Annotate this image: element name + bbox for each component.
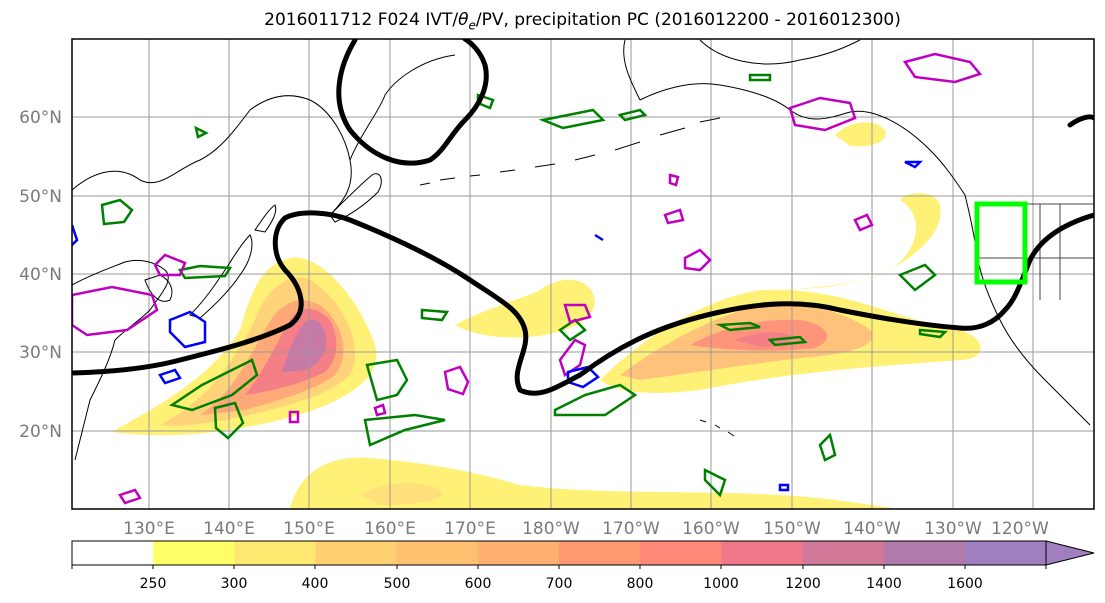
lon-label: 130°W [924, 519, 982, 539]
lat-label: 40°N [19, 265, 62, 285]
lat-label: 20°N [19, 422, 62, 442]
colorbar-tick-label: 400 [302, 576, 329, 592]
lat-label: 60°N [19, 108, 62, 128]
figure-title: 2016011712 F024 IVT/θe/PV, precipitation… [264, 10, 901, 33]
lon-label: 150°W [763, 519, 821, 539]
colorbar-segment [802, 541, 885, 565]
colorbar-tick-label: 500 [384, 576, 411, 592]
colorbar-segment [72, 541, 154, 565]
target-region-box [974, 201, 1028, 285]
coastlines [72, 39, 1094, 461]
lon-label: 140°E [203, 519, 255, 539]
colorbar-tick-label: 1200 [785, 576, 821, 592]
pv-contours [72, 39, 1094, 396]
lat-label: 50°N [19, 187, 62, 207]
colorbar-tick-label: 1000 [703, 576, 739, 592]
colorbar-tick-label: 600 [465, 576, 492, 592]
lon-label: 160°W [682, 519, 740, 539]
map-frame [71, 38, 1095, 510]
latitude-labels: 60°N 50°N 40°N 30°N 20°N [19, 108, 62, 442]
lon-label: 170°E [444, 519, 496, 539]
colorbar-tick-label: 300 [221, 576, 248, 592]
lon-label: 130°E [123, 519, 175, 539]
colorbar-segment [315, 541, 398, 565]
colorbar-segment [721, 541, 803, 565]
lon-label: 180°W [522, 519, 580, 539]
ivt-shading [112, 122, 981, 509]
colorbar-extend-arrow [1045, 540, 1095, 566]
blue-contours [72, 160, 924, 492]
lat-label: 30°N [19, 343, 62, 363]
colorbar-tick-label: 700 [546, 576, 573, 592]
colorbar-tick-label: 1400 [866, 576, 902, 592]
colorbar-segment [640, 541, 722, 565]
lon-label: 150°E [283, 519, 335, 539]
colorbar-segment [477, 541, 560, 565]
magenta-contours [72, 52, 983, 505]
colorbar-tick-label: 800 [627, 576, 654, 592]
colorbar-segment [883, 541, 966, 565]
colorbar-segment [964, 541, 1047, 565]
colorbar-segment [559, 541, 641, 565]
colorbar-segment [234, 541, 316, 565]
colorbar-ticks: 250 300 400 500 600 700 800 1000 1200 14… [140, 576, 983, 592]
colorbar-tick-marks [71, 565, 1047, 569]
green-contours [100, 73, 948, 498]
colorbar-segments [72, 541, 1047, 565]
lon-label: 140°W [843, 519, 901, 539]
longitude-labels: 130°E 140°E 150°E 160°E 170°E 180°W 170°… [123, 519, 1049, 539]
colorbar-segment [153, 541, 235, 565]
colorbar-tick-label: 1600 [947, 576, 983, 592]
colorbar-segment [396, 541, 479, 565]
map-plot-area [72, 39, 1094, 509]
lon-label: 120°W [991, 519, 1049, 539]
colorbar-tick-label: 250 [140, 576, 167, 592]
lon-label: 160°E [364, 519, 416, 539]
graticule [72, 39, 1094, 509]
lon-label: 170°W [602, 519, 660, 539]
colorbar: 250 300 400 500 600 700 800 1000 1200 14… [71, 540, 1095, 592]
